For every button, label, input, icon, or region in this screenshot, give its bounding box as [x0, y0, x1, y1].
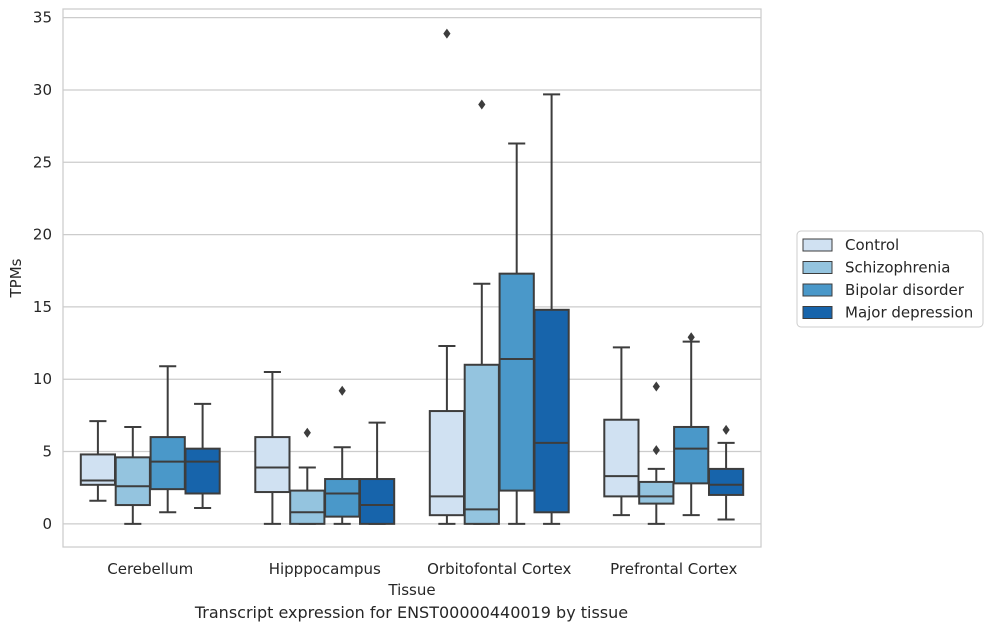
box [184, 447, 221, 495]
legend-label: Control [845, 236, 899, 254]
box [358, 478, 396, 525]
box [673, 425, 710, 485]
outlier-point [338, 385, 346, 396]
legend-swatch [802, 306, 833, 319]
box [428, 410, 466, 517]
legend-label: Major depression [845, 304, 973, 322]
legend-label: Schizophrenia [845, 259, 950, 277]
outlier-point [722, 424, 730, 435]
outlier-point [443, 28, 451, 39]
y-tick-label: 10 [33, 370, 52, 388]
outlier-point [303, 427, 311, 438]
box [638, 480, 675, 505]
y-axis-label: TPMs [7, 258, 25, 298]
x-axis-label: Tissue [387, 581, 435, 599]
x-tick-label: Prefrontal Cortex [610, 560, 737, 578]
box [498, 272, 535, 492]
plot-frame [62, 8, 762, 548]
y-tick-label: 35 [33, 9, 52, 27]
y-tick-label: 30 [33, 81, 52, 99]
box-plot-series [79, 28, 745, 525]
outlier-point [478, 99, 486, 110]
legend-label: Bipolar disorder [845, 281, 965, 299]
x-tick-label: Orbitofontal Cortex [427, 560, 571, 578]
y-tick-label: 15 [33, 298, 52, 316]
legend: Control Schizophrenia Bipolar disorder Majo… [796, 230, 984, 328]
y-tick-label: 5 [42, 443, 52, 461]
legend-swatch [802, 261, 833, 274]
outlier-point [652, 381, 660, 392]
box [149, 436, 186, 491]
x-tick-labels: Cerebellum Hipppocampus Orbitofontal Corte… [107, 560, 737, 578]
outlier-point [687, 332, 695, 343]
figure-caption: Transcript expression for ENST0000044001… [194, 603, 629, 622]
x-tick-label: Hipppocampus [269, 560, 381, 578]
box [114, 456, 151, 507]
box [533, 308, 570, 514]
y-tick-labels: 0 5 10 15 20 25 30 35 [33, 9, 52, 533]
x-tick-label: Cerebellum [107, 560, 193, 578]
legend-swatch [802, 283, 833, 297]
y-tick-label: 20 [33, 226, 52, 244]
box [603, 418, 640, 498]
box [707, 467, 745, 496]
y-tick-label: 0 [42, 515, 52, 533]
legend-swatch [802, 238, 833, 252]
y-tick-label: 25 [33, 153, 52, 171]
outlier-point [652, 445, 660, 456]
box [324, 478, 361, 518]
box [463, 363, 500, 525]
box [254, 436, 291, 494]
box [289, 489, 326, 525]
legend-frame [796, 230, 984, 328]
